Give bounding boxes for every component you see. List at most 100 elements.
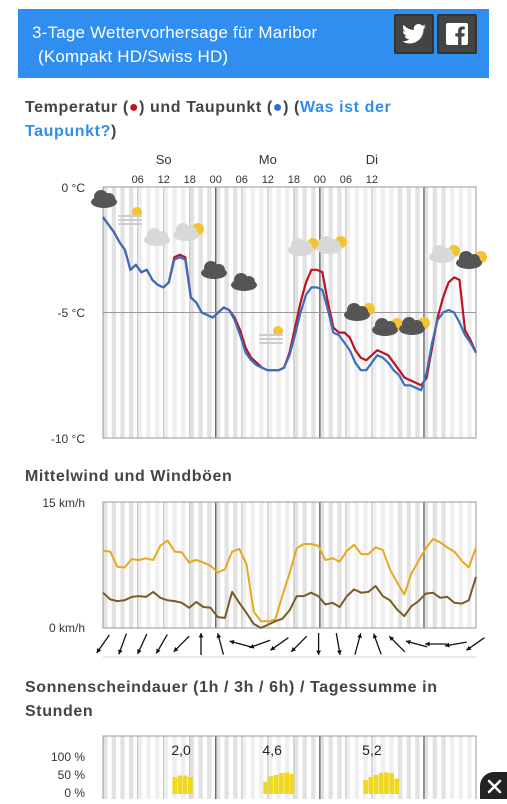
hour-band [285,502,290,628]
arrow-head [466,645,472,651]
cloud-shape [213,264,225,276]
arrow-head [137,648,142,654]
sun-ylabel-2: 0 % [64,786,85,800]
hour-band [328,736,333,799]
wind-gust-line [102,538,477,623]
daily-sunshine-total: 2,0 [171,742,191,758]
cloud-shape [300,241,312,253]
hour-band [319,502,325,628]
arrow-head [336,650,342,655]
wind-arrow-icon [335,633,342,655]
cloud-shape [411,320,423,332]
hour-band [129,502,134,628]
arrow-head [173,646,179,652]
hour-label: 12 [366,174,378,186]
hour-band [233,502,238,628]
sunshine-bar [273,774,279,794]
sunshine-bar [182,775,188,794]
hour-band [337,736,342,799]
sunshine-bar [368,777,374,794]
hour-band [397,736,403,799]
title-line-1: 3-Tage Wettervorhersage für Maribor [32,23,318,42]
wind-arrow-icon [354,633,362,655]
hour-label: 12 [262,174,274,186]
hour-band [319,736,325,799]
close-ad-button[interactable] [480,772,507,799]
hour-band [337,502,342,628]
twitter-icon [402,24,426,44]
hour-band [189,502,195,628]
cloud-shape [156,231,168,243]
hour-band [467,736,472,799]
hour-band [302,736,307,799]
day-label: Di [366,152,378,167]
dewpoint-line [102,216,477,392]
cloud-shape [243,276,255,288]
hour-band [259,736,264,799]
arrow-head [291,646,297,652]
arrow-head [444,642,450,648]
hour-band [172,736,177,799]
hour-band [111,736,117,799]
hour-band [415,502,420,628]
facebook-share-button[interactable] [437,14,477,54]
temperature-section-title: Temperatur (●) und Taupunkt (●) (Was ist… [25,96,465,144]
hour-band [354,502,359,628]
hour-band [432,736,437,799]
hour-band [163,502,169,628]
wind-arrow-icon [173,635,190,653]
dewpoint-info-link[interactable]: Was ist der Taupunkt? [25,99,392,140]
hour-band [293,502,299,628]
hour-band [120,502,125,628]
hour-band [172,502,177,628]
arrow-head [216,633,222,639]
hour-band [432,502,437,628]
daily-sunshine-total: 4,6 [262,742,282,758]
hour-band [397,502,403,628]
hour-band [103,502,108,628]
hour-band [406,736,411,799]
hour-band [155,502,160,628]
temperature-dot: ● [128,99,140,116]
arrow-head [229,639,235,645]
hour-band [458,502,463,628]
sun-ylabel-1: 50 % [57,768,85,782]
sunshine-bar [394,778,400,794]
hour-band [198,502,203,628]
hour-label: 06 [132,174,144,186]
hour-label: 12 [158,174,170,186]
hour-band [285,736,290,799]
twitter-share-button[interactable] [394,14,434,54]
temp-title-mid: ) und Taupunkt ( [139,99,273,116]
hour-band [363,502,368,628]
wind-mean-line [102,576,477,629]
wind-arrow-icon [270,637,289,651]
hour-band [371,502,377,628]
facebook-icon [446,23,468,45]
hour-band [276,736,281,799]
hour-band [328,502,333,628]
hour-band [241,736,247,799]
hour-band [111,502,117,628]
hour-band [215,502,221,628]
sun-icon [273,326,283,336]
hour-band [363,736,368,799]
wind-ylabel-0: 15 km/h [42,496,85,510]
sunshine-bar [188,777,193,794]
wind-arrow-icon [405,639,428,648]
hour-band [441,736,446,799]
hour-band [293,736,299,799]
sun-cloud-icon [399,317,430,335]
sun-icon [132,207,142,217]
temp-title-prefix: Temperatur ( [25,99,129,116]
hour-label: 00 [314,174,326,186]
hour-band [250,736,255,799]
plot-frame [102,735,477,799]
hour-band [267,736,273,799]
hour-band [259,502,264,628]
sunshine-bar [389,773,394,794]
hour-band [103,736,108,799]
wind-arrow-icon [316,633,321,655]
sunshine-bar [268,776,274,794]
dewpoint-dot: ● [272,99,284,116]
